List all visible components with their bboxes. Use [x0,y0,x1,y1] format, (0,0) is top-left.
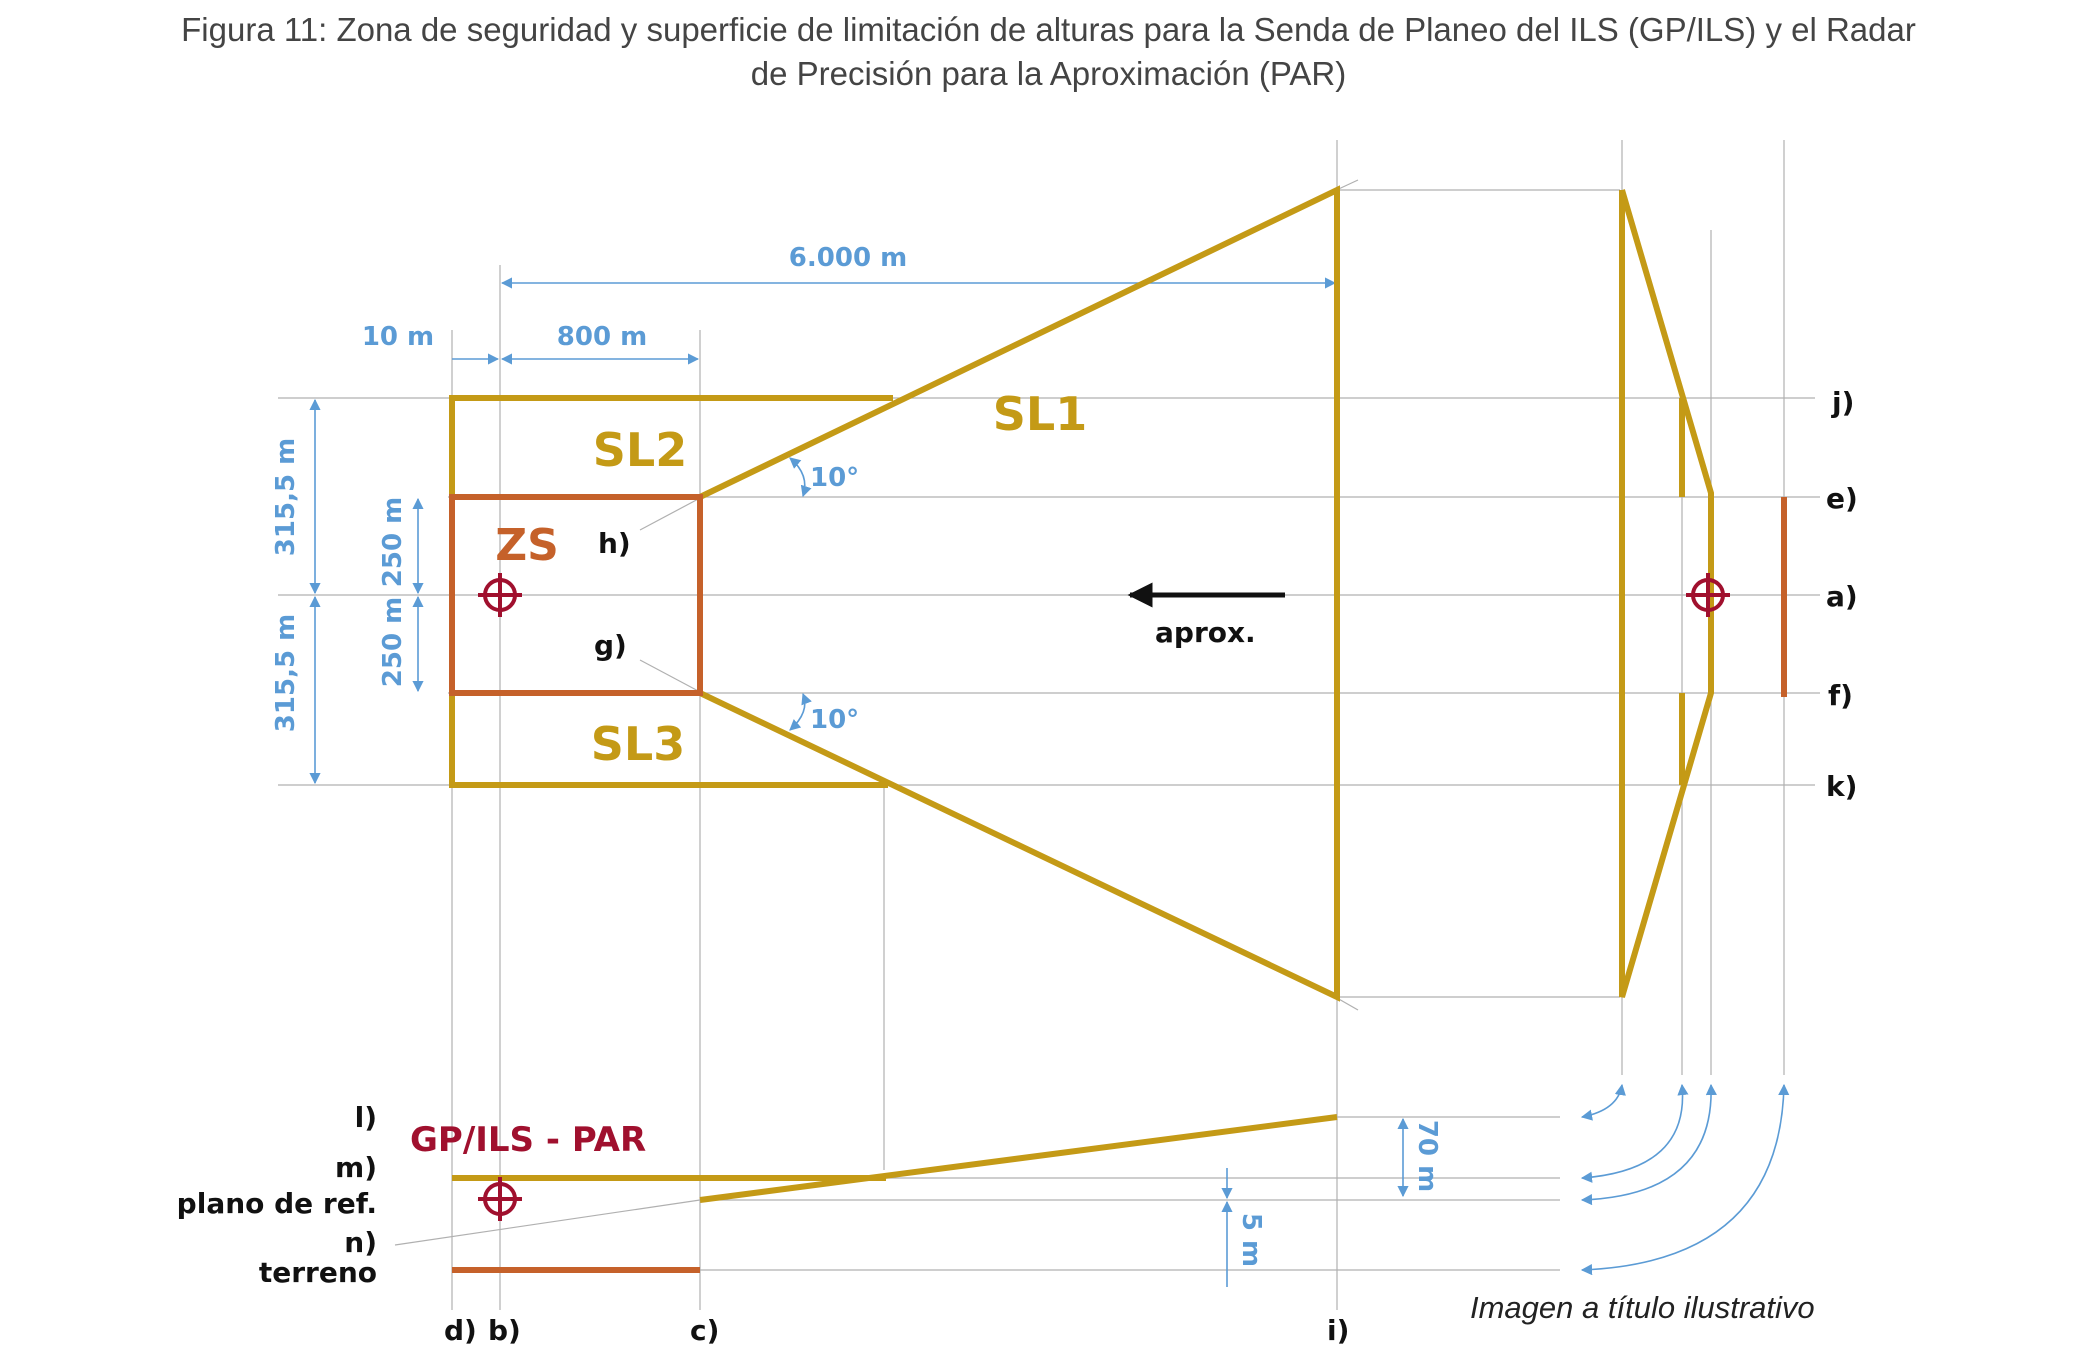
label-n: n) [344,1226,377,1259]
dim-6000: 6.000 m [789,243,907,273]
dim-800: 800 m [557,322,647,352]
target-icon-side [1686,573,1730,617]
figure-title-line2: de Precisión para la Aproximación (PAR) [750,55,1347,92]
dim-315-bottom: 315,5 m [271,614,301,732]
label-terreno: terreno [259,1256,377,1289]
figure-title-line1: Figura 11: Zona de seguridad y superfici… [181,11,1916,48]
label-d: d) [444,1314,477,1347]
zone-sl1: SL1 [993,387,1087,441]
label-aprox: aprox. [1155,616,1256,649]
zs-outline [449,494,703,696]
label-c: c) [690,1314,719,1347]
target-icon-profile [478,1177,522,1221]
target-icon-plan [478,573,522,617]
label-a: a) [1826,580,1858,613]
side-view [1619,189,1714,998]
dim-5: 5 m [1236,1213,1266,1267]
label-b: b) [488,1314,521,1347]
profile-view [452,1114,1338,1273]
label-plano-ref: plano de ref. [177,1187,377,1220]
label-h: h) [598,527,631,560]
dim-70: 70 m [1412,1120,1442,1192]
label-g: g) [594,629,627,662]
angle-bottom: 10° [810,705,859,735]
figure-title: Figura 11: Zona de seguridad y superfici… [0,8,2097,96]
dim-250-bottom: 250 m [378,597,408,687]
dim-10: 10 m [362,322,434,352]
label-j: j) [1831,386,1854,419]
label-k: k) [1826,770,1857,803]
label-m: m) [335,1151,377,1184]
dimension-lines [309,277,1790,1287]
profile-title: GP/ILS - PAR [410,1120,646,1160]
zone-sl3: SL3 [591,717,685,771]
label-f: f) [1828,679,1853,712]
dim-315-top: 315,5 m [271,438,301,556]
illustrative-note: Imagen a título ilustrativo [1470,1290,1815,1325]
zone-zs: ZS [495,520,559,571]
zone-sl2: SL2 [593,423,687,477]
angle-top: 10° [810,463,859,493]
dim-250-top: 250 m [378,497,408,587]
label-l: l) [355,1101,377,1134]
label-e: e) [1826,482,1858,515]
label-i: i) [1327,1314,1349,1347]
